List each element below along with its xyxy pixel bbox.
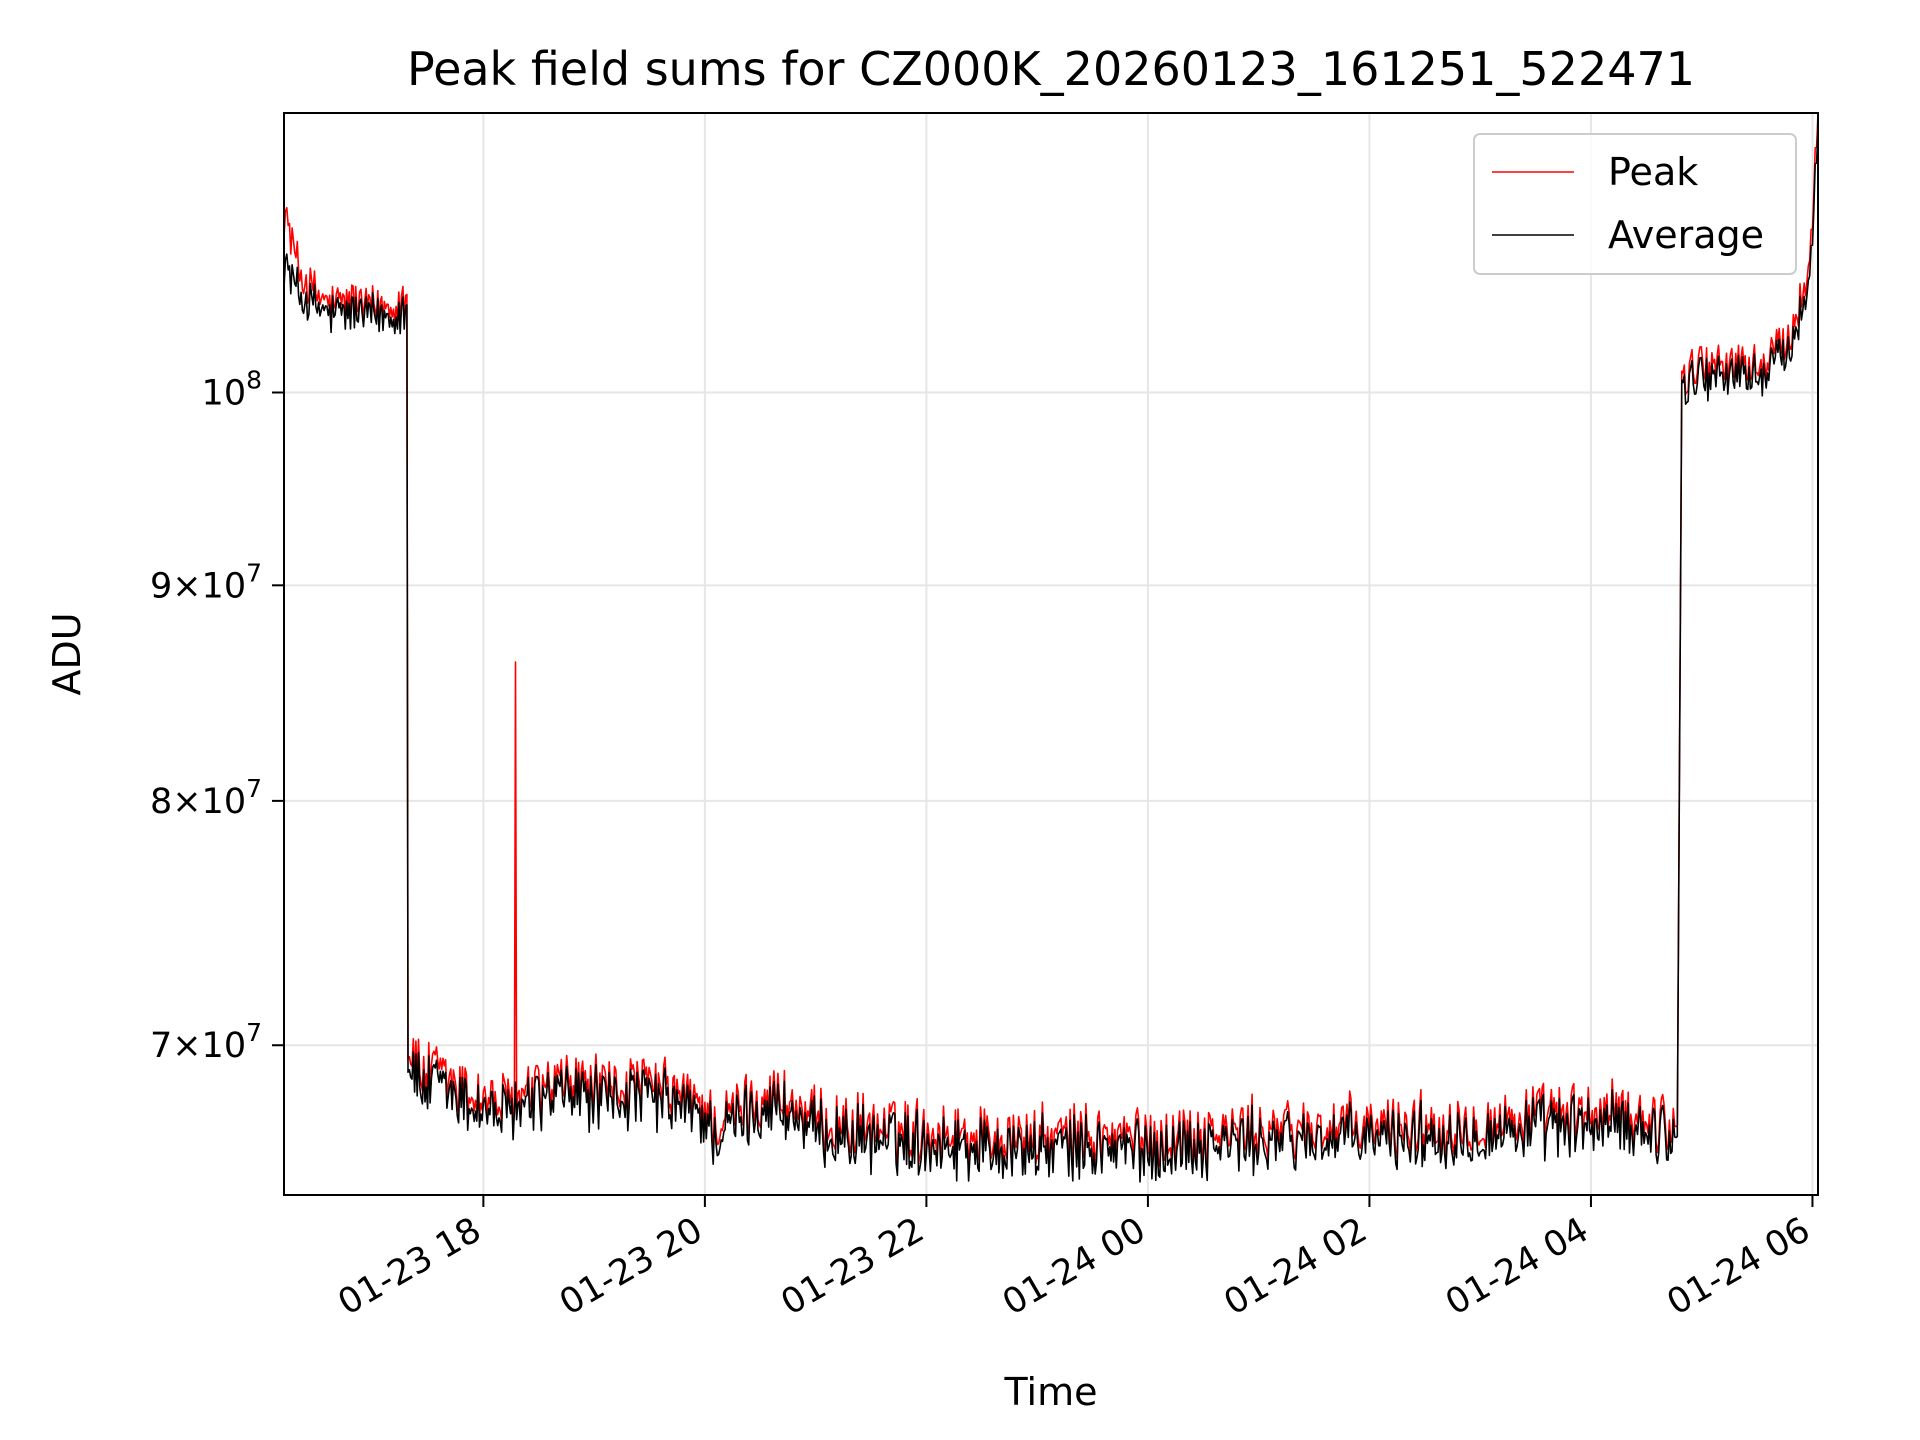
chart-title: Peak field sums for CZ000K_20260123_1612… — [407, 42, 1695, 96]
legend-label-peak: Peak — [1608, 150, 1698, 194]
plot-area — [284, 113, 1818, 1183]
x-axis-label: Time — [1004, 1370, 1098, 1414]
y-tick-label: 7×107 — [150, 1018, 262, 1066]
legend-box — [1473, 133, 1797, 275]
legend-label-average: Average — [1608, 213, 1764, 257]
y-tick-label: 9×107 — [150, 558, 262, 606]
y-tick-label: 108 — [202, 365, 262, 413]
y-axis-label: ADU — [45, 612, 89, 695]
legend: Peak Average — [1473, 133, 1797, 275]
grid — [284, 113, 1818, 1195]
y-tick-label: 8×107 — [150, 774, 262, 822]
series-line-average — [284, 128, 1818, 1183]
plot-frame — [283, 112, 1819, 1196]
